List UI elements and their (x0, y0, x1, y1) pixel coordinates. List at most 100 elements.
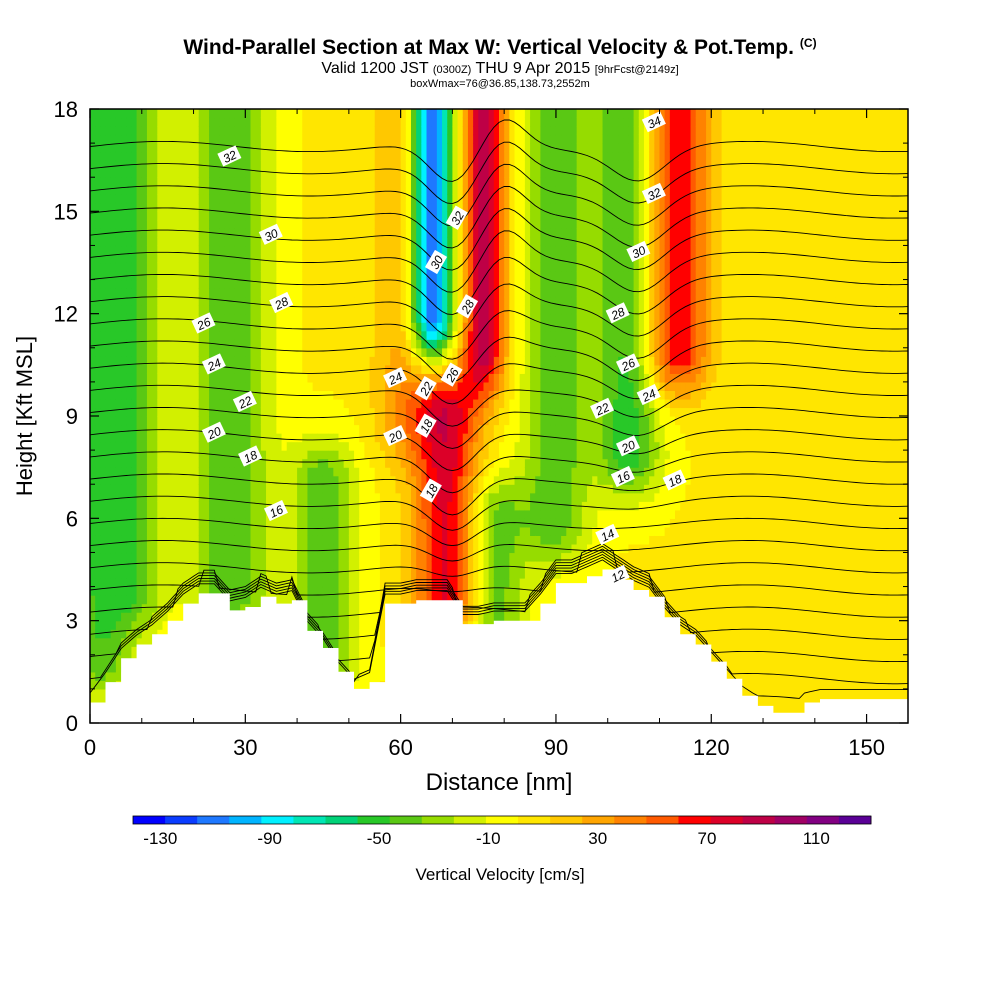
velocity-cell (348, 305, 355, 315)
velocity-cell (126, 143, 133, 153)
velocity-cell (203, 160, 210, 170)
velocity-cell (369, 219, 376, 229)
velocity-cell (286, 305, 293, 315)
velocity-cell (100, 475, 107, 485)
velocity-cell (219, 279, 226, 289)
velocity-cell (178, 381, 184, 392)
velocity-cell (312, 160, 319, 170)
velocity-cell (157, 492, 164, 502)
velocity-cell (297, 484, 303, 494)
velocity-cell (162, 143, 169, 153)
velocity-cell (338, 552, 345, 562)
velocity-cell (224, 271, 231, 281)
velocity-cell (374, 407, 381, 417)
velocity-cell (333, 347, 340, 357)
velocity-cell (167, 509, 174, 519)
velocity-cell (297, 526, 303, 536)
velocity-cell (115, 543, 122, 554)
velocity-cell (157, 450, 164, 460)
velocity-cell (121, 458, 127, 468)
velocity-cell (405, 552, 412, 562)
velocity-cell (369, 339, 376, 349)
velocity-cell (421, 458, 428, 468)
velocity-cell (348, 279, 355, 289)
velocity-cell (343, 236, 350, 247)
velocity-cell (302, 484, 309, 494)
velocity-cell (172, 177, 179, 187)
velocity-cell (209, 407, 215, 417)
velocity-cell (167, 313, 174, 323)
velocity-cell (100, 518, 107, 528)
velocity-cell (266, 194, 272, 204)
velocity-cell (307, 347, 314, 357)
velocity-cell (416, 484, 422, 494)
velocity-cell (400, 134, 407, 144)
velocity-cell (126, 109, 133, 119)
velocity-cell (100, 603, 107, 613)
velocity-cell (410, 543, 417, 554)
velocity-cell (369, 117, 376, 127)
velocity-cell (90, 339, 96, 349)
velocity-cell (240, 177, 246, 187)
velocity-cell (317, 177, 324, 187)
velocity-cell (431, 143, 438, 153)
velocity-cell (224, 416, 231, 426)
velocity-cell (343, 262, 350, 272)
velocity-cell (141, 543, 148, 554)
velocity-cell (172, 211, 179, 221)
velocity-cell (115, 450, 122, 460)
velocity-cell (426, 211, 433, 221)
velocity-cell (250, 569, 257, 579)
velocity-cell (369, 322, 376, 332)
velocity-cell (214, 202, 221, 212)
velocity-cell (198, 416, 205, 426)
velocity-cell (354, 416, 360, 426)
velocity-cell (214, 279, 221, 289)
velocity-cell (421, 339, 428, 349)
velocity-cell (136, 347, 143, 357)
velocity-cell (162, 424, 169, 434)
velocity-cell (385, 381, 391, 392)
velocity-cell (162, 373, 169, 383)
velocity-cell (141, 390, 148, 400)
velocity-cell (442, 458, 448, 468)
velocity-cell (146, 151, 153, 161)
velocity-cell (379, 637, 386, 647)
velocity-cell (260, 424, 267, 434)
velocity-cell (152, 458, 158, 468)
velocity-cell (364, 151, 371, 161)
velocity-cell (152, 356, 158, 366)
velocity-cell (193, 279, 200, 289)
velocity-cell (442, 364, 448, 374)
velocity-cell (219, 578, 226, 588)
velocity-cell (229, 381, 236, 392)
velocity-cell (333, 398, 340, 409)
velocity-cell (162, 552, 169, 562)
velocity-cell (374, 578, 381, 588)
velocity-cell (110, 168, 117, 178)
velocity-cell (266, 202, 272, 212)
velocity-cell (152, 578, 158, 588)
velocity-cell (95, 450, 101, 460)
velocity-cell (183, 236, 189, 247)
velocity-cell (146, 509, 153, 519)
velocity-cell (126, 305, 133, 315)
velocity-cell (198, 433, 205, 443)
velocity-cell (255, 586, 262, 596)
velocity-cell (157, 134, 164, 144)
velocity-cell (146, 279, 153, 289)
velocity-cell (343, 509, 350, 519)
velocity-cell (234, 441, 241, 451)
velocity-cell (281, 305, 288, 315)
velocity-cell (410, 126, 417, 136)
velocity-cell (131, 330, 138, 340)
velocity-cell (172, 373, 179, 383)
velocity-cell (276, 211, 283, 221)
velocity-cell (338, 202, 345, 212)
velocity-cell (157, 416, 164, 426)
velocity-cell (431, 543, 438, 554)
velocity-cell (229, 134, 236, 144)
velocity-cell (260, 339, 267, 349)
velocity-cell (234, 305, 241, 315)
velocity-cell (364, 109, 371, 119)
